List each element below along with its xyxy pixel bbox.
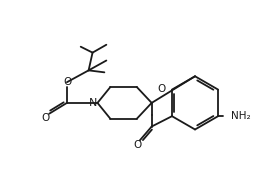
Text: NH₂: NH₂ [231, 111, 250, 121]
Text: O: O [64, 77, 72, 87]
Text: O: O [158, 84, 166, 94]
Text: O: O [134, 140, 142, 150]
Text: N: N [89, 98, 98, 108]
Text: O: O [41, 113, 49, 123]
